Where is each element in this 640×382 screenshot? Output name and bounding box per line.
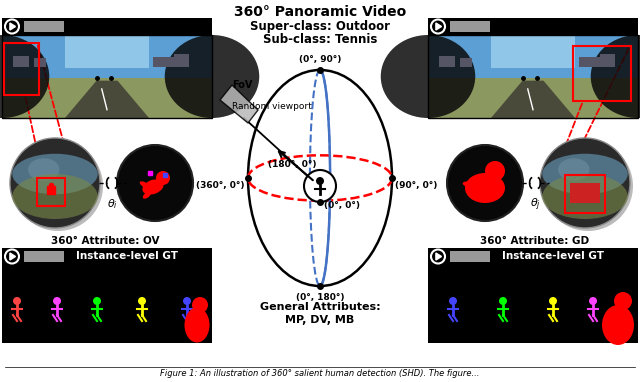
Ellipse shape	[543, 141, 633, 231]
Circle shape	[485, 161, 505, 181]
Text: (90°, 0°): (90°, 0°)	[395, 181, 437, 190]
Text: $\theta_i$: $\theta_i$	[106, 197, 118, 211]
Text: Instance-level GT: Instance-level GT	[76, 251, 178, 261]
Circle shape	[589, 297, 597, 305]
Bar	[438, 56, 455, 66]
Ellipse shape	[542, 154, 628, 194]
Ellipse shape	[463, 181, 477, 188]
Bar	[33, 58, 46, 66]
Ellipse shape	[13, 141, 103, 231]
Bar	[13, 56, 29, 66]
Circle shape	[316, 177, 324, 185]
Ellipse shape	[143, 191, 151, 199]
Bar	[65, 35, 149, 68]
Bar	[4, 43, 39, 95]
Text: Sub-class: Tennis: Sub-class: Tennis	[263, 33, 377, 46]
Bar	[579, 57, 600, 66]
Text: 360° Attribute: OV: 360° Attribute: OV	[51, 236, 159, 246]
Circle shape	[138, 297, 146, 305]
Circle shape	[13, 297, 21, 305]
Text: ER Image: ER Image	[156, 21, 207, 31]
Ellipse shape	[540, 138, 630, 228]
Ellipse shape	[0, 35, 49, 118]
Bar	[428, 248, 638, 343]
Text: 360° Panoramic Video: 360° Panoramic Video	[234, 5, 406, 19]
Bar	[460, 58, 472, 66]
Bar	[600, 54, 615, 66]
Bar	[428, 35, 638, 118]
Circle shape	[304, 170, 336, 202]
Polygon shape	[65, 81, 149, 118]
Bar	[24, 251, 64, 262]
Bar	[570, 183, 600, 203]
Circle shape	[183, 297, 191, 305]
Bar	[2, 248, 212, 343]
Circle shape	[499, 297, 507, 305]
Polygon shape	[491, 81, 575, 118]
Bar	[174, 54, 189, 66]
Ellipse shape	[117, 145, 193, 221]
Text: FoV: FoV	[232, 80, 252, 90]
Bar	[2, 78, 212, 118]
Ellipse shape	[184, 308, 209, 343]
Bar	[24, 21, 64, 32]
Polygon shape	[436, 253, 442, 260]
Bar	[450, 21, 490, 32]
Circle shape	[156, 171, 170, 185]
Text: ER Image: ER Image	[582, 21, 633, 31]
Bar	[428, 18, 638, 35]
Bar	[2, 18, 212, 35]
Bar	[2, 35, 212, 118]
Text: Random viewport: Random viewport	[232, 102, 312, 111]
Text: General Attributes:: General Attributes:	[260, 302, 380, 312]
Ellipse shape	[542, 174, 628, 219]
Bar	[2, 35, 212, 81]
Ellipse shape	[447, 145, 523, 221]
Text: MP, DV, MB: MP, DV, MB	[285, 315, 355, 325]
Bar	[565, 175, 605, 213]
Text: (0°, 0°): (0°, 0°)	[324, 201, 360, 209]
Ellipse shape	[164, 35, 259, 118]
Ellipse shape	[558, 158, 589, 181]
Text: (0°, 90°): (0°, 90°)	[299, 55, 341, 64]
Polygon shape	[220, 85, 258, 123]
Circle shape	[614, 292, 632, 310]
Polygon shape	[10, 253, 15, 260]
Bar	[573, 46, 631, 101]
Text: (360°, 0°): (360°, 0°)	[196, 181, 245, 190]
Text: (180°, 0°): (180°, 0°)	[268, 160, 316, 168]
Bar	[450, 251, 490, 262]
Circle shape	[449, 297, 457, 305]
Circle shape	[549, 297, 557, 305]
Bar	[491, 35, 575, 68]
Bar	[428, 78, 638, 118]
Circle shape	[192, 297, 208, 313]
Ellipse shape	[591, 35, 640, 118]
Ellipse shape	[12, 174, 98, 219]
Ellipse shape	[142, 180, 164, 194]
Text: Super-class: Outdoor: Super-class: Outdoor	[250, 20, 390, 33]
Ellipse shape	[10, 138, 100, 228]
Text: (0°, 180°): (0°, 180°)	[296, 293, 344, 302]
Ellipse shape	[12, 154, 98, 194]
Ellipse shape	[140, 181, 150, 189]
Text: 360° Attribute: GD: 360° Attribute: GD	[481, 236, 589, 246]
Ellipse shape	[381, 35, 476, 118]
Bar	[37, 178, 65, 206]
Bar	[153, 57, 174, 66]
Circle shape	[93, 297, 101, 305]
Text: Figure 1: An illustration of 360° salient human detection (SHD). The figure...: Figure 1: An illustration of 360° salien…	[160, 369, 480, 379]
Circle shape	[53, 297, 61, 305]
Text: $\theta_j$: $\theta_j$	[529, 197, 540, 214]
Ellipse shape	[465, 173, 505, 203]
Polygon shape	[436, 23, 442, 30]
Ellipse shape	[602, 305, 634, 345]
Ellipse shape	[28, 158, 60, 181]
Text: Instance-level GT: Instance-level GT	[502, 251, 604, 261]
Bar	[428, 35, 638, 81]
Polygon shape	[10, 23, 15, 30]
